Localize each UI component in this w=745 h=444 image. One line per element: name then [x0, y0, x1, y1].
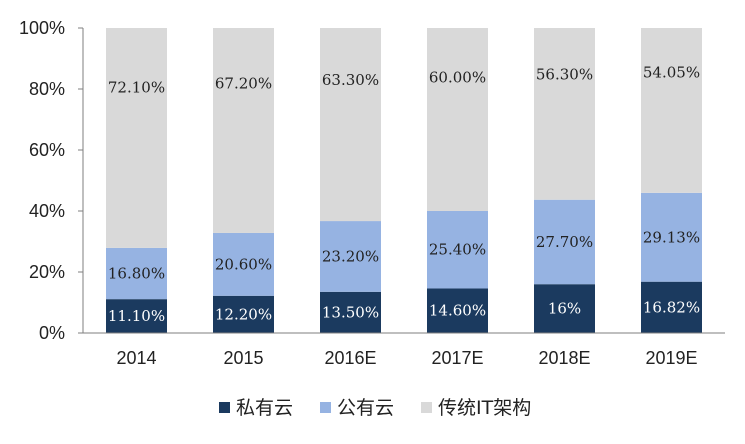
data-label: 67.20% [215, 74, 272, 92]
y-tick-label: 60% [29, 140, 65, 160]
legend-item: 传统IT架构 [421, 397, 531, 419]
bar-segment-public-cloud-2014 [106, 247, 167, 300]
data-label: 16.82% [643, 298, 700, 316]
bar-segment-traditional-it-2018e [534, 28, 595, 200]
legend-swatch [421, 402, 432, 413]
y-axis: 0% 20% 40% 60% 80% 100% [19, 18, 84, 343]
data-label: 20.60% [215, 255, 272, 273]
y-tick-label: 0% [39, 323, 65, 343]
bar-segment-public-cloud-2017e [427, 211, 488, 289]
y-tick-label: 20% [29, 262, 65, 282]
bar-segment-traditional-it-2017e [427, 28, 488, 211]
x-tick-label: 2015 [223, 348, 263, 368]
data-label: 13.50% [322, 303, 379, 321]
bar-segment-private-cloud-2016e [320, 291, 381, 333]
x-tick-label: 2014 [116, 348, 156, 368]
legend-item: 公有云 [320, 397, 394, 419]
y-tick-label: 80% [29, 79, 65, 99]
data-label: 23.20% [322, 247, 379, 265]
x-tick-label: 2019E [645, 348, 697, 368]
bar-segment-public-cloud-2018e [534, 199, 595, 285]
bar-segment-traditional-it-2015 [213, 28, 274, 233]
data-label: 16% [548, 300, 581, 318]
legend-swatch [219, 402, 230, 413]
data-label: 72.10% [108, 78, 165, 96]
data-label: 16.80% [108, 265, 165, 283]
legend-label: 公有云 [337, 397, 394, 419]
data-label: 12.20% [215, 305, 272, 323]
y-tick-label: 100% [19, 18, 65, 38]
x-tick-label: 2016E [324, 348, 376, 368]
bar-segment-public-cloud-2015 [213, 232, 274, 296]
bar-segment-private-cloud-2017e [427, 288, 488, 333]
bar-segment-traditional-it-2019e [641, 28, 702, 193]
x-tick-label: 2018E [538, 348, 590, 368]
legend-label: 传统IT架构 [438, 397, 531, 419]
data-label: 54.05% [643, 64, 700, 82]
data-label: 27.70% [536, 233, 593, 251]
data-label: 14.60% [429, 302, 486, 320]
y-tick-label: 40% [29, 201, 65, 221]
bar-segment-public-cloud-2019e [641, 192, 702, 282]
bar-segment-traditional-it-2016e [320, 28, 381, 222]
data-label: 60.00% [429, 68, 486, 86]
legend-item: 私有云 [219, 397, 293, 419]
legend-label: 私有云 [236, 397, 293, 419]
bar-segment-private-cloud-2018e [534, 284, 595, 333]
x-tick-label: 2017E [431, 348, 483, 368]
bar-segment-private-cloud-2019e [641, 281, 702, 333]
data-label: 11.10% [108, 307, 165, 325]
legend: 私有云 公有云 传统IT架构 [219, 397, 531, 419]
bar-segment-traditional-it-2014 [106, 28, 167, 248]
data-label: 29.13% [643, 228, 700, 246]
bar-segment-public-cloud-2016e [320, 221, 381, 292]
legend-swatch [320, 402, 331, 413]
bar-segment-private-cloud-2014 [106, 299, 167, 333]
x-axis: 2014 2015 2016E 2017E 2018E 2019E [83, 332, 725, 368]
data-label: 25.40% [429, 241, 486, 259]
bar-segment-private-cloud-2015 [213, 295, 274, 333]
data-label: 63.30% [322, 71, 379, 89]
plot-area: 11.10% 16.80% 72.10% 12.20% 20.60% 67.20% 13.5… [106, 28, 702, 333]
data-label: 56.30% [536, 65, 593, 83]
